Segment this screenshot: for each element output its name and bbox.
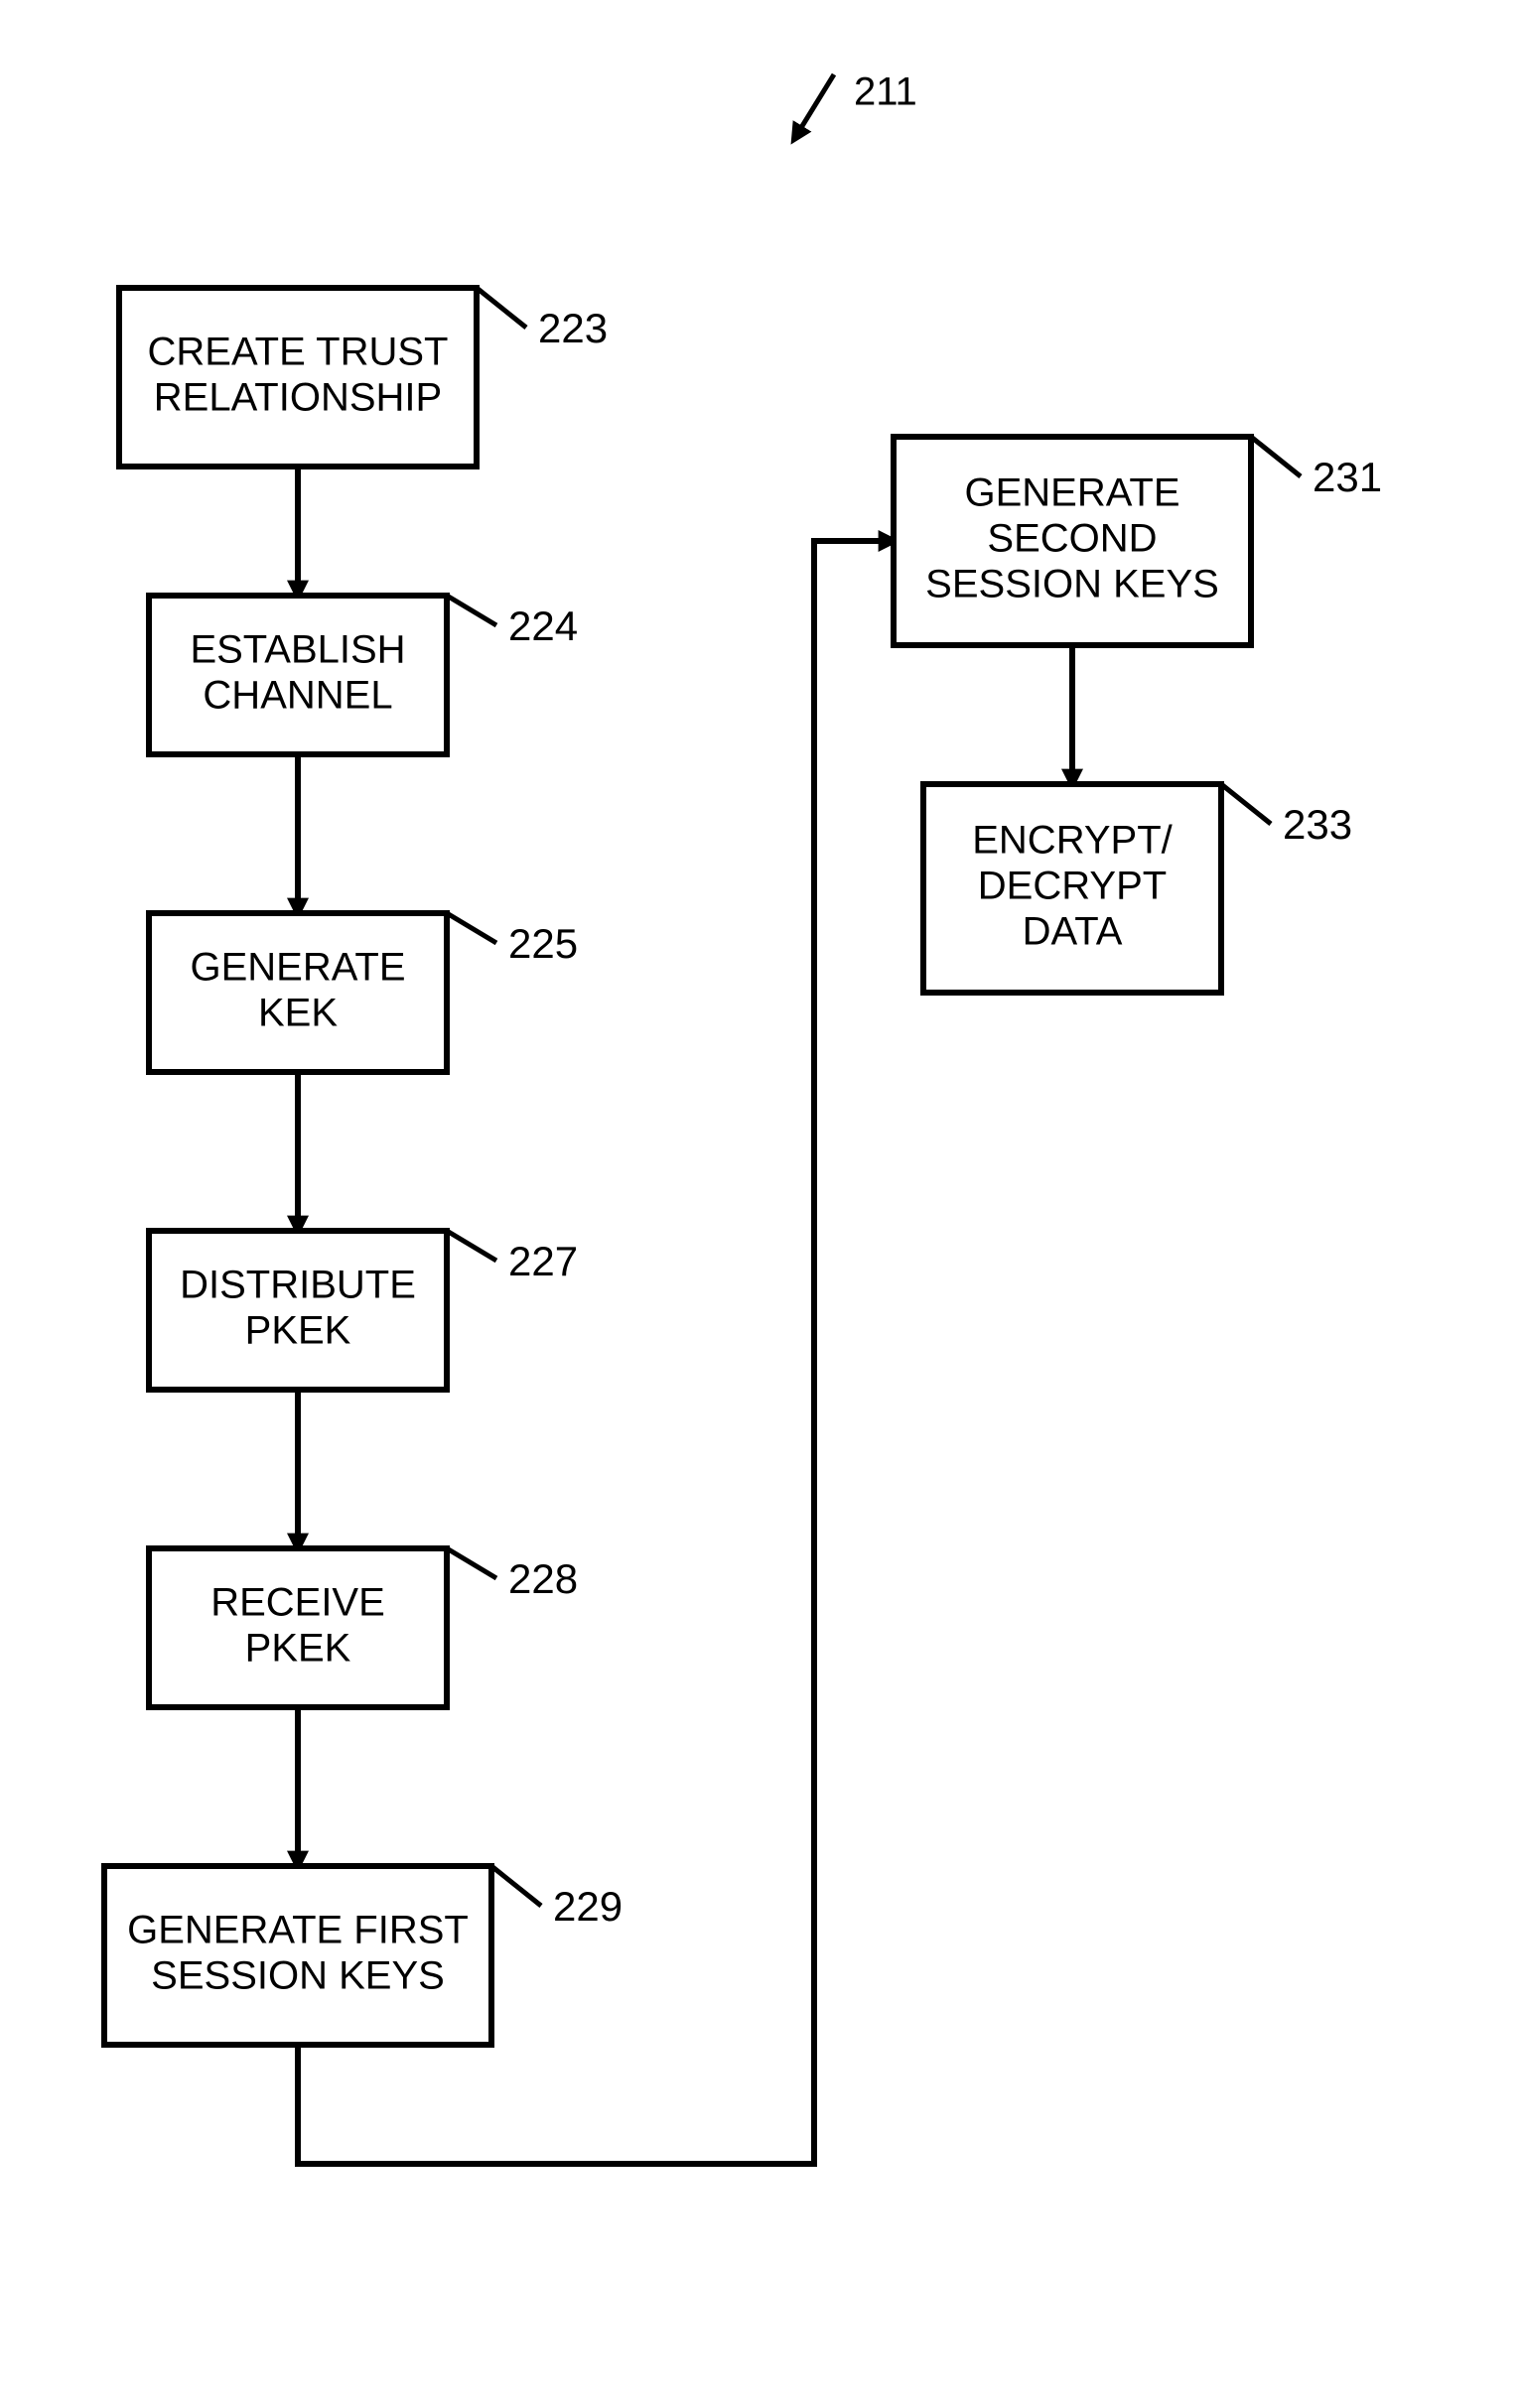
flowchart-node-n224: ESTABLISHCHANNEL <box>149 596 447 754</box>
flowchart-node-n231: GENERATESECONDSESSION KEYS <box>894 437 1251 645</box>
flowchart-label: PKEK <box>245 1627 351 1671</box>
flowchart-label: ESTABLISH <box>190 628 405 672</box>
flowchart-label: KEK <box>258 992 338 1035</box>
ref-label: 228 <box>508 1555 578 1602</box>
flowchart-node-n233: ENCRYPT/DECRYPTDATA <box>923 784 1221 993</box>
flowchart-label: SESSION KEYS <box>925 563 1219 606</box>
flowchart-label: CHANNEL <box>203 674 392 718</box>
ref-label: 229 <box>553 1883 623 1930</box>
flowchart-label: GENERATE <box>190 946 405 990</box>
flowchart-label: DATA <box>1023 910 1123 954</box>
flowchart-label: PKEK <box>245 1309 351 1353</box>
nodes-layer: CREATE TRUSTRELATIONSHIP ESTABLISHCHANNEL… <box>104 288 1251 2045</box>
flowchart-label: SECOND <box>987 517 1157 561</box>
flowchart-node-n229: GENERATE FIRSTSESSION KEYS <box>104 1866 491 2045</box>
ref-leader <box>447 596 496 625</box>
flowchart-label: DISTRIBUTE <box>180 1264 416 1307</box>
flowchart-label: RELATIONSHIP <box>154 376 442 420</box>
flowchart-label: SESSION KEYS <box>151 1954 445 1998</box>
figure-ref-arrow <box>794 74 834 139</box>
ref-leader <box>1221 784 1271 824</box>
ref-label: 224 <box>508 602 578 649</box>
refs-layer: 223 224 225 227 228 229 231 233 211 <box>447 70 1382 1931</box>
ref-leader <box>1251 437 1301 476</box>
ref-leader <box>477 288 526 328</box>
ref-label: 223 <box>538 305 608 351</box>
flowchart-label: GENERATE <box>964 471 1179 515</box>
ref-label: 225 <box>508 920 578 967</box>
flowchart-label: RECEIVE <box>210 1581 385 1625</box>
figure-ref-label: 211 <box>854 70 917 114</box>
flowchart-label: GENERATE FIRST <box>127 1909 469 1952</box>
ref-leader <box>447 1548 496 1578</box>
flowchart-node-n223: CREATE TRUSTRELATIONSHIP <box>119 288 477 467</box>
flowchart-diagram: CREATE TRUSTRELATIONSHIP ESTABLISHCHANNEL… <box>0 0 1523 2408</box>
flowchart-label: DECRYPT <box>978 865 1167 908</box>
ref-leader <box>447 913 496 943</box>
flowchart-node-n225: GENERATEKEK <box>149 913 447 1072</box>
ref-label: 231 <box>1313 454 1382 500</box>
ref-leader <box>447 1231 496 1261</box>
flowchart-label: CREATE TRUST <box>148 331 449 374</box>
flowchart-label: ENCRYPT/ <box>972 819 1173 863</box>
ref-label: 227 <box>508 1238 578 1284</box>
ref-label: 233 <box>1283 801 1352 848</box>
flowchart-node-n227: DISTRIBUTEPKEK <box>149 1231 447 1390</box>
flowchart-node-n228: RECEIVEPKEK <box>149 1548 447 1707</box>
ref-leader <box>491 1866 541 1906</box>
